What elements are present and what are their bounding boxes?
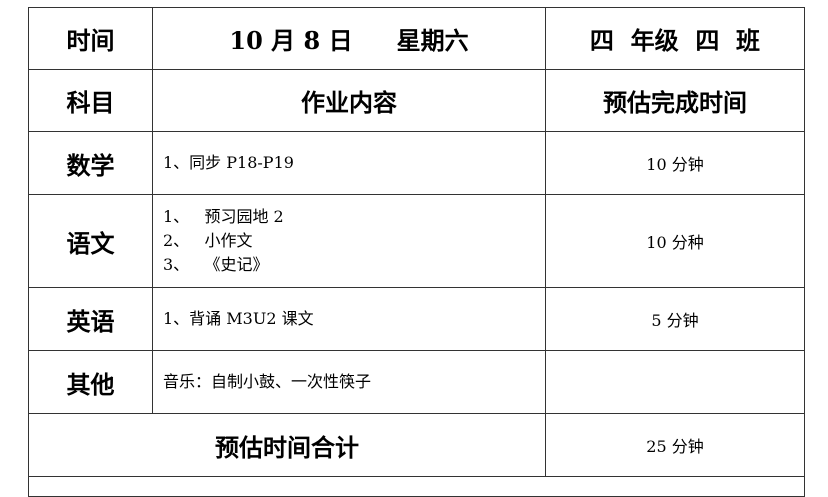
weekday: 星期六 xyxy=(396,26,469,55)
item: 1、 预习园地 2 xyxy=(163,207,284,226)
time xyxy=(545,350,805,414)
content-header: 作业内容 xyxy=(152,69,546,132)
subject: 其他 xyxy=(28,350,153,414)
item: 2、 小作文 xyxy=(163,231,253,250)
subject-header: 科目 xyxy=(28,69,153,132)
time-header: 预估完成时间 xyxy=(545,69,805,132)
notes-row xyxy=(28,476,805,497)
content: 1、背诵 M3U2 课文 xyxy=(152,287,546,351)
item: 3、 《史记》 xyxy=(163,255,269,274)
subject: 数学 xyxy=(28,131,153,195)
date: 10 月 8 日 xyxy=(229,26,353,55)
subject: 语文 xyxy=(28,194,153,288)
subject: 英语 xyxy=(28,287,153,351)
table-row: 英语 1、背诵 M3U2 课文 5 分钟 xyxy=(28,287,805,351)
time: 5 分钟 xyxy=(545,287,805,351)
content: 音乐：自制小鼓、一次性筷子 xyxy=(152,350,546,414)
total-label: 预估时间合计 xyxy=(28,413,546,477)
total-row: 预估时间合计 25 分钟 xyxy=(28,413,805,477)
table-row: 语文 1、 预习园地 2 2、 小作文 3、 《史记》 10 分种 xyxy=(28,194,805,288)
date-cell: 10 月 8 日 星期六 xyxy=(152,7,546,70)
time: 10 分种 xyxy=(545,194,805,288)
table-row: 数学 1、同步 P18-P19 10 分钟 xyxy=(28,131,805,195)
total-time: 25 分钟 xyxy=(545,413,805,477)
content: 1、 预习园地 2 2、 小作文 3、 《史记》 xyxy=(152,194,546,288)
content: 1、同步 P18-P19 xyxy=(152,131,546,195)
class-cell: 四 年级 四 班 xyxy=(545,7,805,70)
homework-table: 时间 10 月 8 日 星期六 四 年级 四 班 科目 作业内容 预估完成时间 数… xyxy=(28,7,805,497)
time: 10 分钟 xyxy=(545,131,805,195)
time-label: 时间 xyxy=(28,7,153,70)
table-row: 其他 音乐：自制小鼓、一次性筷子 xyxy=(28,350,805,414)
